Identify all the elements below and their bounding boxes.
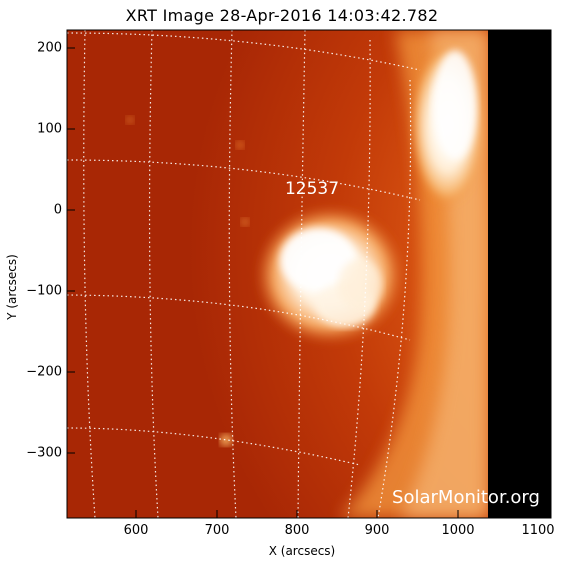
bright-point <box>126 116 134 124</box>
bright-point <box>241 218 249 226</box>
y-tick-label: 0 <box>53 202 62 218</box>
x-tick-label: 700 <box>204 523 230 538</box>
bright-point <box>236 141 244 149</box>
axis-ticks <box>67 47 539 518</box>
y-tick-label: −200 <box>26 364 62 380</box>
y-tick-label: 200 <box>37 40 62 56</box>
x-tick-label: 1100 <box>521 523 555 538</box>
y-tick-label: −100 <box>26 283 62 299</box>
y-axis-label: Y (arcsecs) <box>5 254 19 320</box>
heliographic-grid <box>67 30 421 518</box>
off-disk-region <box>488 30 551 518</box>
figure-title: XRT Image 28-Apr-2016 14:03:42.782 <box>125 6 439 25</box>
x-axis-label: X (arcsecs) <box>268 544 336 558</box>
bright-point <box>220 434 232 446</box>
x-tick-label: 600 <box>123 523 149 538</box>
plot-frame <box>66 29 552 519</box>
x-tick-label: 1000 <box>441 523 475 538</box>
watermark: SolarMonitor.org <box>392 487 540 508</box>
image-area: 12537 SolarMonitor.org <box>67 30 551 518</box>
y-tick-label: 100 <box>37 121 62 137</box>
x-tick-label: 900 <box>364 523 390 538</box>
y-tick-label: −300 <box>26 445 62 461</box>
x-tick-label: 800 <box>284 523 310 538</box>
region-label: 12537 <box>285 179 339 199</box>
